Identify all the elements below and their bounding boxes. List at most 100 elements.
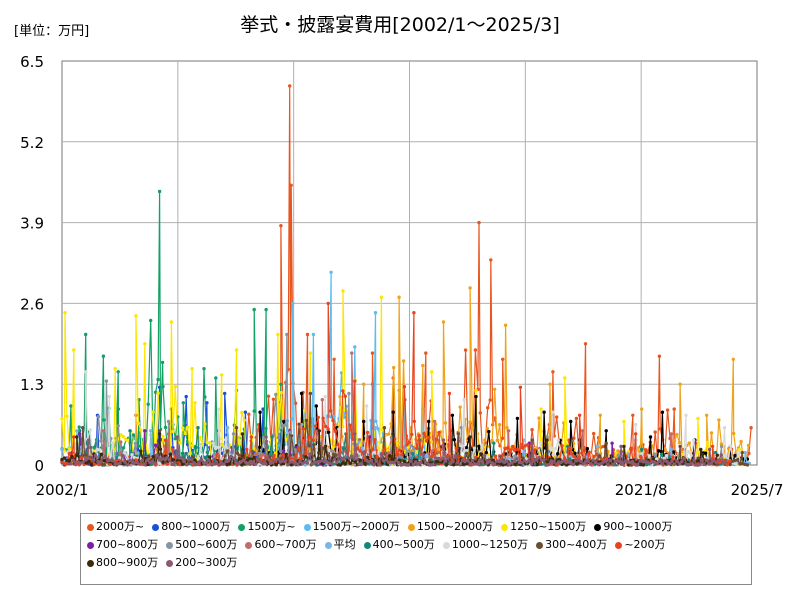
data-point bbox=[261, 462, 265, 466]
data-point bbox=[389, 461, 393, 465]
data-point bbox=[289, 456, 293, 460]
data-point bbox=[432, 453, 436, 457]
data-point bbox=[353, 460, 357, 464]
data-point bbox=[255, 429, 259, 433]
data-point bbox=[190, 443, 195, 448]
data-point bbox=[219, 460, 223, 464]
data-point bbox=[635, 463, 640, 467]
data-point bbox=[107, 394, 112, 399]
data-point bbox=[444, 463, 448, 467]
legend-marker bbox=[87, 541, 94, 549]
data-point bbox=[479, 452, 483, 456]
data-point bbox=[252, 447, 256, 451]
data-point bbox=[81, 426, 85, 430]
data-point bbox=[478, 411, 482, 415]
data-point bbox=[438, 458, 443, 462]
data-point bbox=[326, 430, 331, 434]
x-tick-label: 2021/8 bbox=[615, 481, 668, 499]
data-point bbox=[199, 458, 204, 462]
data-point bbox=[610, 441, 614, 445]
data-point bbox=[717, 418, 721, 422]
x-tick-label: 2002/1 bbox=[36, 481, 89, 499]
data-point bbox=[191, 455, 195, 459]
data-point bbox=[465, 458, 470, 462]
x-tick-label: 2005/12 bbox=[147, 481, 209, 499]
data-point bbox=[355, 447, 360, 451]
data-point bbox=[477, 220, 481, 225]
data-point bbox=[308, 351, 313, 355]
data-point bbox=[397, 295, 401, 299]
data-point bbox=[300, 461, 305, 466]
data-point bbox=[577, 455, 581, 459]
data-point bbox=[345, 450, 349, 455]
data-point bbox=[343, 394, 347, 398]
data-point bbox=[92, 445, 96, 450]
data-point bbox=[495, 438, 499, 443]
data-point bbox=[372, 463, 376, 467]
data-point bbox=[252, 456, 256, 460]
data-point bbox=[214, 376, 218, 380]
data-point bbox=[739, 439, 743, 444]
data-point bbox=[75, 453, 79, 458]
data-point bbox=[65, 462, 69, 466]
data-point bbox=[348, 423, 352, 427]
legend-item: ~200万 bbox=[615, 536, 666, 554]
data-point bbox=[375, 455, 379, 459]
data-point bbox=[618, 460, 622, 464]
data-point bbox=[182, 459, 186, 464]
data-point bbox=[485, 461, 489, 465]
data-point bbox=[530, 438, 534, 442]
data-point bbox=[532, 459, 536, 463]
data-point bbox=[708, 447, 712, 452]
data-point bbox=[370, 351, 375, 355]
data-point bbox=[732, 431, 736, 436]
data-point bbox=[171, 448, 175, 452]
data-point bbox=[724, 453, 728, 457]
data-point bbox=[580, 429, 585, 433]
data-point bbox=[733, 453, 737, 458]
data-point bbox=[551, 410, 555, 414]
data-point bbox=[350, 351, 354, 355]
data-point bbox=[231, 432, 236, 436]
data-point bbox=[586, 459, 590, 463]
data-point bbox=[305, 461, 310, 465]
data-point bbox=[530, 441, 534, 445]
data-point bbox=[404, 452, 409, 457]
data-point bbox=[506, 456, 510, 460]
data-point bbox=[411, 452, 415, 456]
data-point bbox=[387, 432, 391, 436]
data-point bbox=[722, 461, 726, 465]
data-point bbox=[492, 462, 497, 466]
data-point bbox=[205, 401, 209, 405]
data-point bbox=[581, 455, 585, 459]
data-point bbox=[719, 444, 724, 449]
data-point bbox=[595, 444, 599, 449]
data-point bbox=[709, 431, 714, 435]
data-point bbox=[322, 460, 327, 464]
data-point bbox=[583, 342, 588, 346]
data-point bbox=[236, 462, 241, 466]
data-point bbox=[377, 462, 381, 467]
data-point bbox=[285, 332, 289, 337]
data-point bbox=[225, 449, 230, 453]
data-point bbox=[492, 441, 496, 445]
data-point bbox=[616, 449, 620, 453]
data-point bbox=[551, 453, 555, 457]
data-point bbox=[86, 456, 90, 460]
data-point bbox=[74, 462, 78, 467]
data-point bbox=[143, 342, 147, 346]
data-point bbox=[391, 460, 396, 465]
data-point bbox=[347, 391, 351, 396]
data-point bbox=[242, 418, 246, 422]
data-point bbox=[317, 429, 321, 433]
data-point bbox=[432, 419, 437, 424]
data-point bbox=[659, 449, 663, 454]
data-point bbox=[392, 365, 396, 370]
line-chart: 0 1.3 2.6 3.9 5.2 6.5 2002/1 2005/12 2009/11 201… bbox=[20, 53, 783, 499]
data-point bbox=[209, 462, 213, 466]
legend-marker bbox=[166, 559, 174, 567]
data-point bbox=[202, 461, 206, 465]
data-point bbox=[629, 446, 633, 450]
legend-label: 800~1000万 bbox=[161, 520, 231, 533]
data-point bbox=[397, 448, 402, 452]
